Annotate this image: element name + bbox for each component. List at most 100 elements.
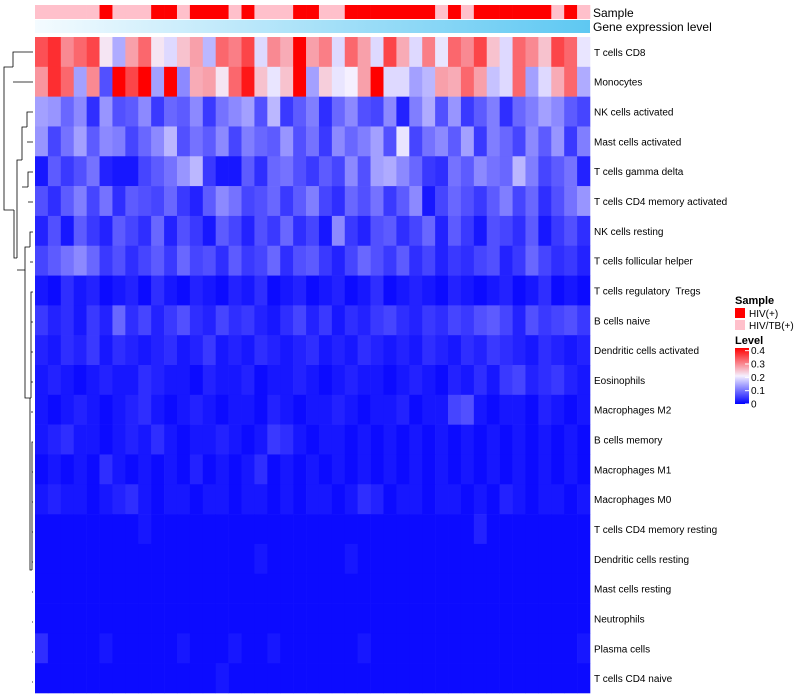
heatmap-cell: [473, 514, 488, 545]
heatmap-cell: [189, 335, 204, 366]
heatmap-cell: [60, 335, 75, 366]
heatmap-cell: [551, 37, 565, 68]
heatmap-cell: [370, 156, 384, 187]
heatmap-cell: [241, 394, 255, 425]
heatmap-cell: [383, 454, 397, 485]
heatmap-cell: [254, 394, 268, 425]
heatmap-cell: [525, 663, 539, 694]
heatmap-cell: [331, 394, 346, 425]
heatmap-cell: [396, 365, 410, 396]
heatmap-cell: [357, 424, 371, 455]
heatmap-cell: [435, 335, 449, 366]
heatmap-cell: [99, 335, 113, 366]
heatmap-cell: [73, 484, 87, 515]
heatmap-cell: [202, 365, 216, 396]
heatmap-cell: [409, 305, 423, 336]
heatmap-cell: [383, 215, 397, 247]
heatmap-cell: [99, 484, 113, 515]
heatmap-cell: [306, 573, 320, 604]
heatmap-cell: [280, 454, 294, 485]
heatmap-cell: [538, 424, 552, 455]
heatmap-cell: [525, 454, 539, 485]
sample-annotation-cell: [396, 5, 410, 19]
heatmap-cell: [525, 394, 539, 425]
heatmap-cell: [473, 156, 488, 187]
heatmap-cell: [151, 37, 165, 68]
heatmap-cell: [293, 156, 307, 187]
heatmap-cell: [189, 663, 204, 694]
heatmap-cell: [370, 603, 384, 634]
heatmap-cell: [499, 394, 513, 425]
heatmap-cell: [318, 394, 333, 425]
heatmap-cell: [551, 543, 565, 575]
heatmap-cell: [512, 514, 526, 545]
heatmap-cell: [267, 484, 281, 515]
heatmap-cell: [564, 156, 578, 187]
sample-annotation-cell: [499, 5, 513, 19]
heatmap-cell: [512, 275, 526, 306]
heatmap-cell: [460, 543, 475, 575]
heatmap-cell: [499, 543, 513, 575]
heatmap-cell: [525, 126, 539, 157]
heatmap-cell: [396, 663, 410, 694]
heatmap-cell: [228, 454, 242, 485]
row-label: Eosinophils: [594, 376, 645, 387]
row-label: Monocytes: [594, 78, 642, 89]
heatmap-cell: [267, 156, 281, 187]
heatmap-cell: [112, 37, 126, 68]
heatmap-cell: [538, 514, 552, 545]
heatmap-cell: [35, 156, 49, 187]
heatmap-cell: [448, 633, 462, 664]
heatmap-cell: [176, 484, 191, 515]
heatmap-cell: [551, 365, 565, 396]
heatmap-cell: [448, 37, 462, 68]
sample-legend-label-hiv-tb: HIV/TB(+): [749, 321, 794, 332]
heatmap-cell: [499, 573, 513, 604]
sample-annotation-cell: [151, 5, 165, 19]
heatmap-cell: [138, 186, 152, 217]
heatmap-cell: [448, 543, 462, 575]
heatmap-cell: [241, 484, 255, 515]
heatmap-cell: [60, 305, 75, 336]
heatmap-cell: [318, 215, 333, 247]
heatmap-cell: [228, 573, 242, 604]
heatmap-cell: [125, 245, 139, 276]
heatmap-cell: [47, 305, 62, 336]
heatmap-cell: [228, 96, 242, 127]
heatmap-cell: [435, 186, 449, 217]
heatmap-cell: [409, 663, 423, 694]
heatmap-cell: [176, 126, 191, 157]
heatmap-cell: [60, 156, 75, 187]
heatmap-cell: [47, 633, 62, 664]
heatmap-cell: [280, 126, 294, 157]
gene-expression-bar: [35, 20, 590, 33]
heatmap-cell: [280, 484, 294, 515]
heatmap-cell: [228, 275, 242, 306]
heatmap-cell: [422, 66, 436, 97]
heatmap-cell: [228, 514, 242, 545]
heatmap-cell: [396, 186, 410, 217]
heatmap-cell: [125, 66, 139, 97]
heatmap-cell: [409, 514, 423, 545]
heatmap-cell: [538, 156, 552, 187]
heatmap-cell: [215, 245, 229, 276]
heatmap-cell: [577, 37, 591, 68]
heatmap-cell: [60, 514, 75, 545]
heatmap-cell: [151, 126, 165, 157]
heatmap-cell: [396, 335, 410, 366]
heatmap-cell: [254, 66, 268, 97]
heatmap-cell: [189, 186, 204, 217]
heatmap-cell: [47, 424, 62, 455]
heatmap-cell: [215, 96, 229, 127]
heatmap-cell: [215, 186, 229, 217]
heatmap-cell: [189, 215, 204, 247]
heatmap-cell: [60, 543, 75, 575]
heatmap-cell: [125, 484, 139, 515]
heatmap-cell: [331, 96, 346, 127]
sample-legend-swatch-hiv-tb: [735, 320, 745, 330]
heatmap-cell: [512, 394, 526, 425]
heatmap-cell: [538, 126, 552, 157]
sample-annotation-cell: [551, 5, 565, 19]
row-label: T cells CD4 memory resting: [594, 525, 717, 536]
heatmap-cell: [241, 37, 255, 68]
